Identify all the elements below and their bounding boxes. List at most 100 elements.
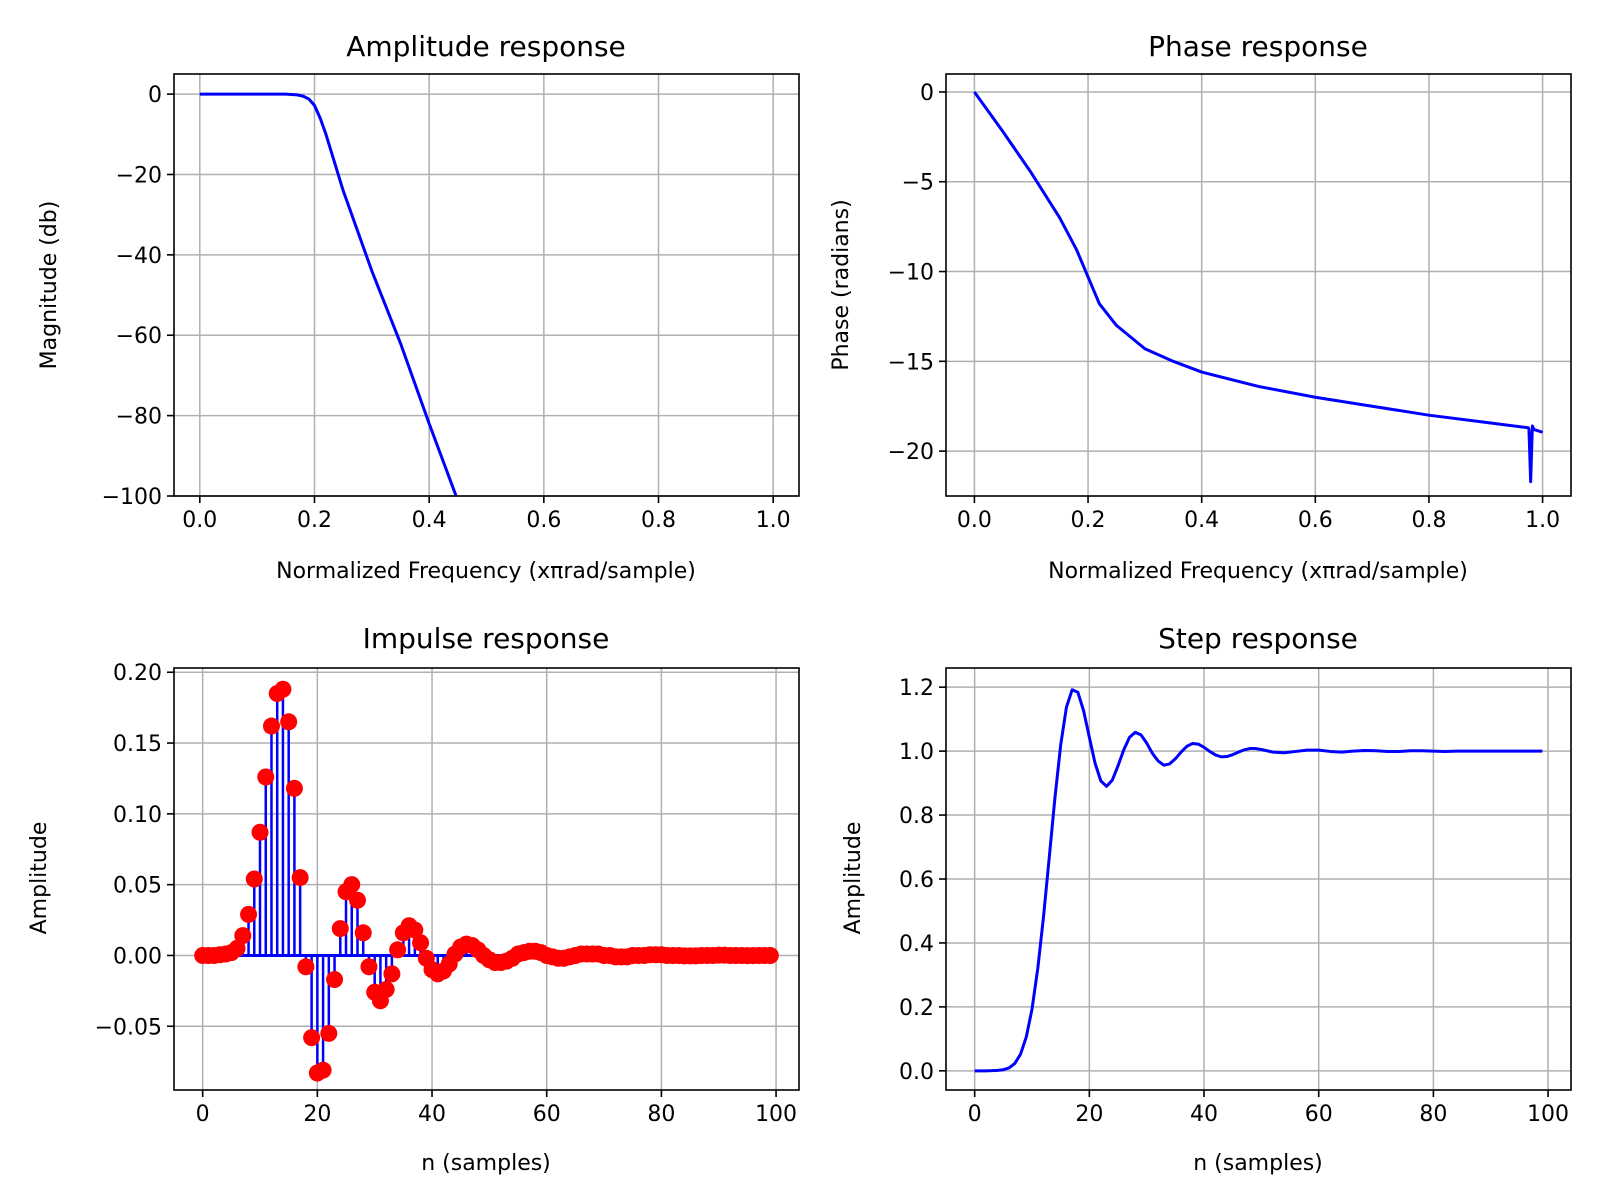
step-xtick-label: 60 xyxy=(1305,1102,1333,1127)
phase-ytick-label: −10 xyxy=(888,261,934,286)
phase-xtick-label: 0.2 xyxy=(1071,508,1106,533)
amplitude-ytick-label: −20 xyxy=(116,163,162,188)
impulse-point xyxy=(274,680,292,698)
impulse-ytick-label: 0.15 xyxy=(113,732,162,757)
impulse-point xyxy=(314,1061,332,1079)
phase-title: Phase response xyxy=(1148,30,1368,63)
phase-axes-frame xyxy=(945,73,1572,497)
impulse-axes-frame xyxy=(173,667,800,1091)
amplitude-response-panel: Amplitude response Normalized Frequency … xyxy=(37,30,800,584)
impulse-point xyxy=(348,891,366,909)
step-ylabel: Amplitude xyxy=(841,822,866,935)
phase-ytick-label: −20 xyxy=(888,440,934,465)
impulse-point xyxy=(234,927,252,945)
impulse-xtick-label: 100 xyxy=(755,1102,797,1127)
step-series-line xyxy=(974,688,1543,1073)
step-xtick-label: 40 xyxy=(1190,1102,1218,1127)
step-axes-frame xyxy=(945,667,1572,1091)
impulse-response-panel: Impulse response n (samples) Amplitude 0… xyxy=(27,622,800,1176)
amplitude-plot-area xyxy=(199,92,458,496)
step-ytick-label: 1.2 xyxy=(899,676,934,701)
amplitude-xtick-label: 0.0 xyxy=(182,508,217,533)
impulse-ytick-label: 0.10 xyxy=(113,803,162,828)
step-title: Step response xyxy=(1158,622,1358,655)
phase-response-panel: Phase response Normalized Frequency (xπr… xyxy=(829,30,1572,584)
impulse-xtick-label: 0 xyxy=(196,1102,210,1127)
impulse-point xyxy=(354,924,372,942)
impulse-xtick-label: 40 xyxy=(418,1102,446,1127)
impulse-point xyxy=(331,920,349,938)
impulse-point xyxy=(320,1024,338,1042)
impulse-xlabel: n (samples) xyxy=(421,1151,551,1176)
step-ytick-label: 0.6 xyxy=(899,868,934,893)
amplitude-ytick-label: −80 xyxy=(116,405,162,430)
amplitude-xlabel: Normalized Frequency (xπrad/sample) xyxy=(276,559,696,584)
amplitude-ytick-label: −100 xyxy=(102,485,162,510)
impulse-point xyxy=(228,939,246,957)
impulse-point xyxy=(360,958,378,976)
phase-xtick-label: 0.4 xyxy=(1184,508,1219,533)
amplitude-axes-frame xyxy=(173,73,800,497)
amplitude-xtick-label: 0.4 xyxy=(412,508,447,533)
impulse-point xyxy=(240,905,258,923)
impulse-ytick-label: 0.20 xyxy=(113,661,162,686)
phase-ylabel: Phase (radians) xyxy=(829,199,854,370)
impulse-point xyxy=(406,921,424,939)
impulse-ytick-label: 0.05 xyxy=(113,874,162,899)
step-ytick-label: 0.8 xyxy=(899,804,934,829)
phase-ytick-label: −5 xyxy=(902,171,934,196)
impulse-title: Impulse response xyxy=(363,622,610,655)
impulse-ylabel: Amplitude xyxy=(27,822,52,935)
impulse-point xyxy=(343,876,361,894)
impulse-point xyxy=(389,941,407,959)
phase-xtick-label: 0.6 xyxy=(1298,508,1333,533)
phase-ytick-label: 0 xyxy=(920,81,934,106)
impulse-point xyxy=(251,823,269,841)
impulse-point xyxy=(257,768,275,786)
impulse-point xyxy=(291,869,309,887)
impulse-ytick-label: 0.00 xyxy=(113,944,162,969)
impulse-point xyxy=(262,717,280,735)
phase-series-line xyxy=(973,91,1544,484)
impulse-point xyxy=(245,870,263,888)
amplitude-xtick-label: 0.2 xyxy=(297,508,332,533)
step-plot-area xyxy=(974,688,1543,1073)
step-ytick-label: 0.0 xyxy=(899,1060,934,1085)
impulse-point xyxy=(412,934,430,952)
impulse-plot-area xyxy=(194,680,779,1082)
amplitude-xtick-label: 0.6 xyxy=(526,508,561,533)
phase-xlabel: Normalized Frequency (xπrad/sample) xyxy=(1048,559,1468,584)
impulse-point xyxy=(297,958,315,976)
step-xtick-label: 20 xyxy=(1075,1102,1103,1127)
impulse-xtick-label: 80 xyxy=(647,1102,675,1127)
impulse-point xyxy=(280,713,298,731)
amplitude-series-line xyxy=(199,92,458,496)
phase-plot-area xyxy=(973,91,1544,484)
amplitude-ylabel: Magnitude (db) xyxy=(37,201,62,370)
step-ytick-label: 0.4 xyxy=(899,932,934,957)
step-response-panel: Step response n (samples) Amplitude 0 20 4… xyxy=(841,622,1572,1176)
step-ytick-label: 1.0 xyxy=(899,740,934,765)
impulse-point xyxy=(303,1029,321,1047)
impulse-point xyxy=(285,779,303,797)
phase-ytick-label: −15 xyxy=(888,350,934,375)
impulse-point xyxy=(383,965,401,983)
phase-xtick-label: 1.0 xyxy=(1525,508,1560,533)
amplitude-xtick-label: 1.0 xyxy=(756,508,791,533)
impulse-xtick-label: 60 xyxy=(533,1102,561,1127)
phase-xtick-label: 0.0 xyxy=(957,508,992,533)
impulse-ytick-label: −0.05 xyxy=(95,1015,162,1040)
amplitude-ytick-label: 0 xyxy=(148,83,162,108)
phase-xtick-label: 0.8 xyxy=(1411,508,1446,533)
amplitude-xtick-label: 0.8 xyxy=(641,508,676,533)
step-xtick-label: 0 xyxy=(968,1102,982,1127)
impulse-point xyxy=(326,971,344,989)
amplitude-ytick-label: −60 xyxy=(116,324,162,349)
amplitude-ytick-label: −40 xyxy=(116,244,162,269)
impulse-point xyxy=(377,980,395,998)
step-xlabel: n (samples) xyxy=(1193,1151,1323,1176)
step-xtick-label: 80 xyxy=(1419,1102,1447,1127)
step-xtick-label: 100 xyxy=(1527,1102,1569,1127)
amplitude-title: Amplitude response xyxy=(346,30,626,63)
